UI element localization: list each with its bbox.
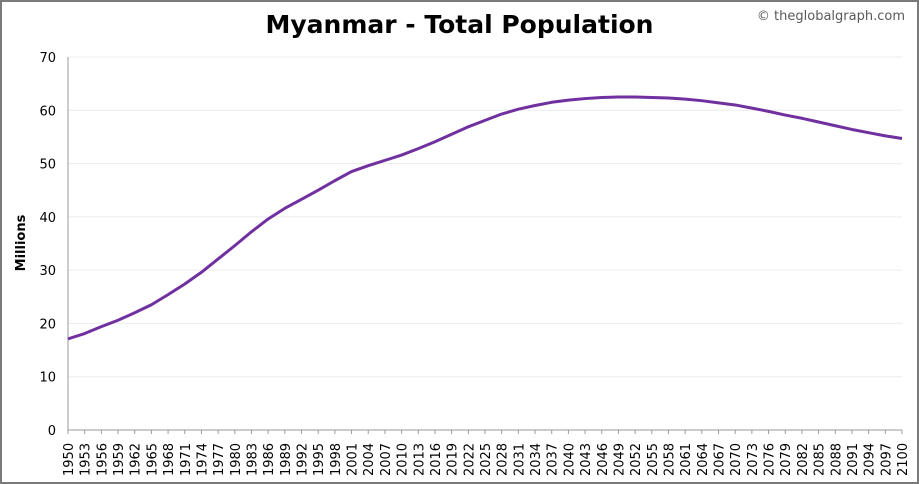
y-tick-label: 0 <box>48 424 56 439</box>
y-tick-label: 70 <box>39 51 56 66</box>
x-tick-label: 2007 <box>379 443 394 476</box>
x-tick-label: 2028 <box>496 443 511 476</box>
x-tick-label: 1953 <box>79 443 94 476</box>
x-tick-label: 2091 <box>846 443 861 476</box>
x-tick-label: 2061 <box>679 443 694 476</box>
x-tick-label: 2076 <box>763 443 778 476</box>
x-tick-label: 1950 <box>62 443 77 476</box>
series-line <box>67 95 903 341</box>
x-tick-label: 2022 <box>462 443 477 476</box>
x-tick-label: 1965 <box>145 443 160 476</box>
x-tick-label: 1962 <box>129 443 144 476</box>
x-tick-label: 1992 <box>296 443 311 476</box>
x-tick-label: 2034 <box>529 443 544 476</box>
x-tick-label: 2097 <box>879 443 894 476</box>
x-tick-label: 1977 <box>212 443 227 476</box>
y-tick-label: 60 <box>39 104 56 119</box>
x-tick-label: 2040 <box>562 443 577 476</box>
x-tick-label: 2037 <box>546 443 561 476</box>
x-tick-label: 1959 <box>112 443 127 476</box>
x-tick-label: 2079 <box>779 443 794 476</box>
x-tick-label: 1980 <box>229 443 244 476</box>
x-tick-label: 2004 <box>362 443 377 476</box>
x-tick-label: 1995 <box>312 443 327 476</box>
x-tick-label: 1956 <box>95 443 110 476</box>
x-tick-label: 1968 <box>162 443 177 476</box>
y-tick-label: 50 <box>39 158 56 173</box>
x-tick-label: 2052 <box>629 443 644 476</box>
x-tick-label: 2031 <box>512 443 527 476</box>
x-tick-label: 2049 <box>612 443 627 476</box>
x-tick-label: 2082 <box>796 443 811 476</box>
x-tick-label: 2013 <box>412 443 427 476</box>
x-tick-label: 2088 <box>829 443 844 476</box>
x-tick-label: 2046 <box>596 443 611 476</box>
x-tick-label: 2073 <box>746 443 761 476</box>
chart-title: Myanmar - Total Population <box>265 10 654 39</box>
x-tick-label: 2001 <box>346 443 361 476</box>
y-tick-label: 40 <box>39 211 56 226</box>
x-ticks: 1950 1953 1956 1959 1962 1965 1968 1971 1974 1977… <box>62 430 911 476</box>
x-tick-label: 2055 <box>646 443 661 476</box>
y-tick-label: 20 <box>39 317 56 332</box>
x-tick-label: 2064 <box>696 443 711 476</box>
x-tick-label: 2010 <box>396 443 411 476</box>
x-tick-label: 1971 <box>179 443 194 476</box>
x-tick-label: 1974 <box>195 443 210 476</box>
x-tick-label: 2100 <box>896 443 911 476</box>
y-tick-label: 10 <box>39 371 56 386</box>
gridlines <box>68 56 902 378</box>
y-tick-label: 30 <box>39 264 56 279</box>
x-tick-label: 2070 <box>729 443 744 476</box>
x-tick-label: 1989 <box>279 443 294 476</box>
x-tick-label: 2043 <box>579 443 594 476</box>
x-tick-label: 1986 <box>262 443 277 476</box>
x-tick-label: 2025 <box>479 443 494 476</box>
x-tick-label: 2016 <box>429 443 444 476</box>
x-tick-label: 2019 <box>446 443 461 476</box>
y-axis-label: Millions <box>14 214 29 271</box>
x-tick-label: 2058 <box>662 443 677 476</box>
x-tick-label: 1998 <box>329 443 344 476</box>
credit-text: © theglobalgraph.com <box>756 9 905 24</box>
x-tick-label: 1983 <box>245 443 260 476</box>
x-tick-label: 2085 <box>813 443 828 476</box>
x-tick-label: 2094 <box>863 443 878 476</box>
x-tick-label: 2067 <box>713 443 728 476</box>
y-ticks: 0 10 20 30 40 50 60 70 <box>39 51 56 439</box>
